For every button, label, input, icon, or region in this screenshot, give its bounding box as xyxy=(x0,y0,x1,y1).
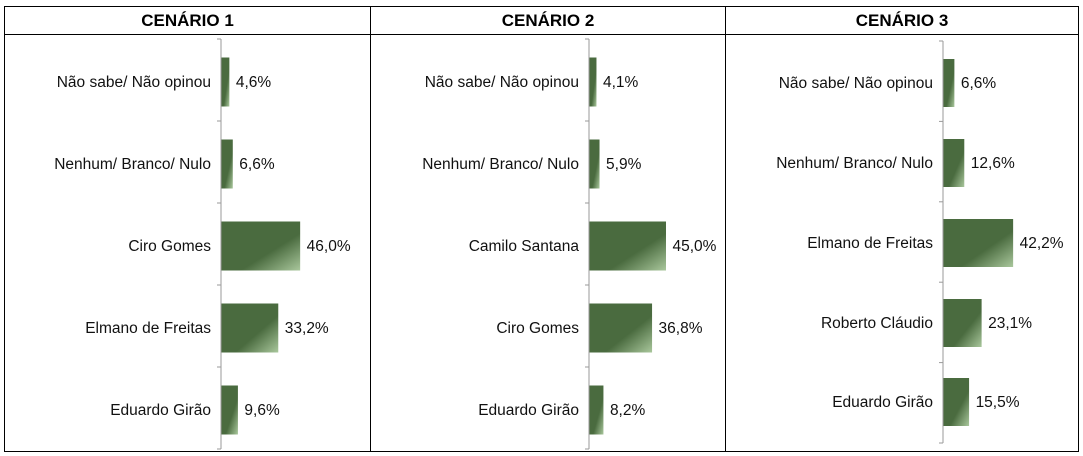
chart-panel-3: CENÁRIO 3 Não sabe/ Não opinou 6,6% Nenhum/… xyxy=(725,6,1079,452)
bar-chart: Não sabe/ Não opinou 4,6% Nenhum/ Branco/ … xyxy=(54,38,351,450)
bar xyxy=(943,378,970,426)
chart-panel-1: CENÁRIO 1 Não sabe/ Não opinou 4,6% Nenhum/… xyxy=(4,6,371,452)
bar xyxy=(221,303,279,353)
bar xyxy=(589,139,600,189)
category-label: Não sabe/ Não opinou xyxy=(57,74,211,91)
bar xyxy=(221,385,238,435)
data-label: 9,6% xyxy=(244,402,280,419)
bar-chart: Não sabe/ Não opinou 6,6% Nenhum/ Branco/ … xyxy=(776,40,1064,444)
data-label: 6,6% xyxy=(239,156,275,173)
data-label: 8,2% xyxy=(610,402,646,419)
category-label: Nenhum/ Branco/ Nulo xyxy=(54,156,211,173)
category-label: Eduardo Girão xyxy=(832,394,933,411)
category-label: Eduardo Girão xyxy=(110,402,211,419)
category-label: Ciro Gomes xyxy=(128,238,211,255)
category-label: Não sabe/ Não opinou xyxy=(779,75,933,92)
category-label: Elmano de Freitas xyxy=(807,235,933,252)
chart-grid: CENÁRIO 1 Não sabe/ Não opinou 4,6% Nenhum/… xyxy=(4,6,1079,452)
bar xyxy=(589,385,604,435)
data-label: 33,2% xyxy=(285,320,329,337)
data-label: 6,6% xyxy=(961,75,997,92)
category-label: Camilo Santana xyxy=(469,238,580,255)
data-label: 42,2% xyxy=(1020,235,1064,252)
chart-title: CENÁRIO 3 xyxy=(726,7,1078,35)
category-label: Não sabe/ Não opinou xyxy=(425,74,579,91)
data-label: 4,1% xyxy=(603,74,639,91)
category-label: Roberto Cláudio xyxy=(821,315,933,332)
data-label: 15,5% xyxy=(976,394,1020,411)
chart-title: CENÁRIO 1 xyxy=(5,7,370,35)
data-label: 36,8% xyxy=(659,320,703,337)
category-label: Eduardo Girão xyxy=(478,402,579,419)
bar xyxy=(589,303,653,353)
chart-title: CENÁRIO 2 xyxy=(371,7,725,35)
category-label: Ciro Gomes xyxy=(496,320,579,337)
category-label: Nenhum/ Branco/ Nulo xyxy=(422,156,579,173)
bar xyxy=(943,299,982,347)
bar xyxy=(221,139,233,189)
data-label: 46,0% xyxy=(307,238,351,255)
bar xyxy=(589,57,597,107)
category-label: Elmano de Freitas xyxy=(85,320,211,337)
data-label: 12,6% xyxy=(971,155,1015,172)
chart-panel-2: CENÁRIO 2 Não sabe/ Não opinou 4,1% Nenhum/… xyxy=(370,6,726,452)
bar xyxy=(221,57,230,107)
bar xyxy=(589,221,666,271)
bar-chart: Não sabe/ Não opinou 4,1% Nenhum/ Branco/ … xyxy=(422,38,717,450)
data-label: 4,6% xyxy=(236,74,272,91)
data-label: 5,9% xyxy=(606,156,642,173)
bar xyxy=(943,59,955,107)
bar xyxy=(221,221,301,271)
data-label: 23,1% xyxy=(988,315,1032,332)
data-label: 45,0% xyxy=(673,238,717,255)
bar xyxy=(943,219,1014,267)
bar xyxy=(943,139,965,187)
category-label: Nenhum/ Branco/ Nulo xyxy=(776,155,933,172)
